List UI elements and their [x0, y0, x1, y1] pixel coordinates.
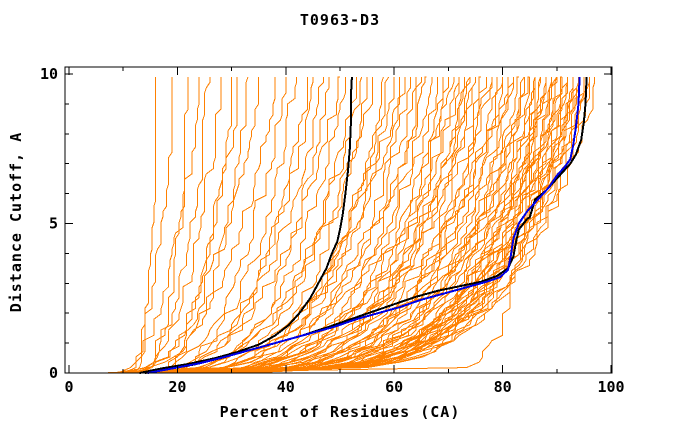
orange-model-curve: [139, 76, 471, 374]
x-axis-tick-label: 40: [277, 378, 295, 396]
orange-model-curve: [101, 77, 590, 374]
y-axis-tick-label: 0: [49, 364, 58, 382]
orange-model-curve: [150, 77, 525, 374]
orange-model-curve: [171, 77, 330, 374]
orange-model-curve: [128, 77, 558, 374]
orange-model-curve: [166, 77, 368, 374]
orange-model-curve: [128, 77, 547, 374]
orange-model-curve: [128, 77, 298, 374]
orange-model-curve: [128, 77, 460, 374]
orange-model-curve: [199, 77, 476, 374]
orange-model-curve: [144, 77, 536, 374]
x-axis-label: Percent of Residues (CA): [219, 403, 461, 421]
orange-model-curve: [117, 77, 200, 374]
orange-model-curve: [139, 77, 325, 374]
orange-model-curve: [112, 77, 509, 374]
orange-model-curve: [106, 76, 558, 374]
orange-model-curve: [177, 77, 493, 374]
orange-model-curve: [133, 77, 439, 374]
orange-model-curve: [144, 77, 189, 374]
y-axis-tick-label: 10: [40, 65, 58, 83]
orange-model-curve: [123, 77, 260, 374]
orange-model-curve: [209, 77, 466, 374]
orange-model-curve: [128, 77, 406, 374]
x-axis-tick-label: 80: [494, 378, 512, 396]
orange-model-curve: [161, 77, 433, 374]
orange-model-curve: [166, 77, 471, 374]
orange-model-curve: [117, 77, 314, 374]
x-axis-tick-label: 20: [168, 378, 186, 396]
orange-model-curve: [133, 77, 531, 374]
orange-model-curve: [133, 77, 157, 374]
orange-model-curve: [144, 76, 390, 374]
orange-model-curve: [171, 77, 460, 374]
x-axis-tick-label: 100: [597, 378, 624, 396]
orange-model-curve: [144, 77, 596, 374]
orange-model-curve: [171, 76, 558, 374]
orange-model-curve: [139, 77, 514, 374]
orange-model-curve: [144, 77, 287, 374]
orange-model-curve: [177, 77, 411, 374]
x-axis-tick-label: 60: [385, 378, 403, 396]
orange-model-curve: [139, 77, 417, 374]
orange-model-curve: [144, 77, 541, 374]
orange-model-curve: [182, 76, 530, 374]
highlighted-model-black-plateau-curve: [139, 76, 353, 374]
orange-model-curve: [106, 77, 455, 374]
orange-model-curve: [150, 77, 233, 374]
orange-model-curve: [106, 76, 340, 374]
orange-model-curve: [133, 77, 238, 374]
highlighted-model-blue-curve: [147, 76, 581, 374]
orange-model-curve: [128, 77, 222, 374]
orange-model-curve: [188, 77, 504, 374]
x-axis-tick-label: 0: [64, 378, 73, 396]
orange-model-curve: [166, 76, 541, 374]
orange-model-curve: [123, 77, 487, 374]
orange-model-curve: [112, 77, 395, 374]
orange-model-curve: [155, 77, 590, 374]
orange-model-curve: [193, 77, 552, 374]
orange-model-curve: [155, 76, 249, 374]
orange-model-curve: [133, 77, 504, 374]
orange-model-curve: [161, 77, 563, 374]
orange-model-curve: [204, 77, 422, 374]
orange-model-curve: [123, 77, 173, 374]
orange-model-curve: [112, 77, 276, 374]
plot-frame: [64, 66, 613, 374]
chart-title: T0963-D3: [299, 11, 381, 29]
y-axis-tick-label: 5: [49, 215, 58, 233]
orange-model-curve: [139, 77, 585, 374]
orange-model-curve: [177, 77, 574, 374]
orange-model-curve: [139, 77, 211, 374]
orange-model-curve: [117, 76, 427, 374]
orange-model-curve: [150, 77, 346, 374]
orange-model-curve: [155, 77, 401, 374]
orange-model-curve: [123, 76, 525, 374]
orange-model-curve: [123, 77, 373, 374]
orange-model-curve: [182, 77, 569, 374]
